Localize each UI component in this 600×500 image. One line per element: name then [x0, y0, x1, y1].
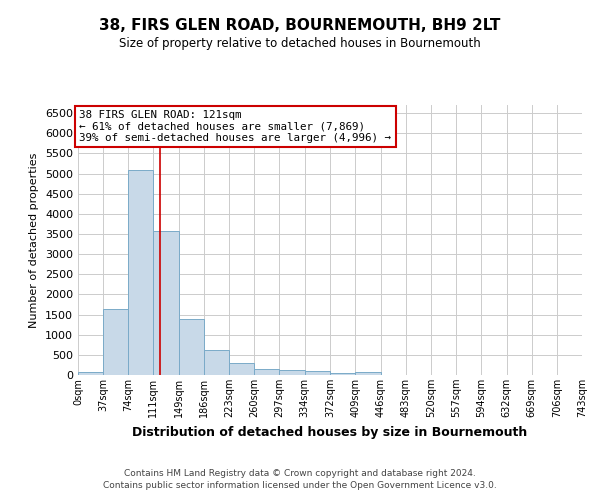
Bar — [78, 372, 103, 375]
Bar — [229, 362, 254, 375]
Bar — [331, 373, 355, 375]
Bar — [153, 230, 179, 375]
Bar — [204, 350, 229, 375]
Bar — [305, 372, 331, 375]
Bar — [103, 308, 128, 375]
Text: 38 FIRS GLEN ROAD: 121sqm
← 61% of detached houses are smaller (7,869)
39% of se: 38 FIRS GLEN ROAD: 121sqm ← 61% of detac… — [79, 110, 391, 143]
Bar — [355, 372, 380, 375]
Text: Size of property relative to detached houses in Bournemouth: Size of property relative to detached ho… — [119, 38, 481, 51]
Y-axis label: Number of detached properties: Number of detached properties — [29, 152, 40, 328]
X-axis label: Distribution of detached houses by size in Bournemouth: Distribution of detached houses by size … — [133, 426, 527, 438]
Bar — [128, 170, 153, 375]
Text: Contains public sector information licensed under the Open Government Licence v3: Contains public sector information licen… — [103, 481, 497, 490]
Bar — [254, 369, 280, 375]
Text: 38, FIRS GLEN ROAD, BOURNEMOUTH, BH9 2LT: 38, FIRS GLEN ROAD, BOURNEMOUTH, BH9 2LT — [100, 18, 500, 32]
Text: Contains HM Land Registry data © Crown copyright and database right 2024.: Contains HM Land Registry data © Crown c… — [124, 468, 476, 477]
Bar — [280, 370, 305, 375]
Bar — [179, 318, 204, 375]
